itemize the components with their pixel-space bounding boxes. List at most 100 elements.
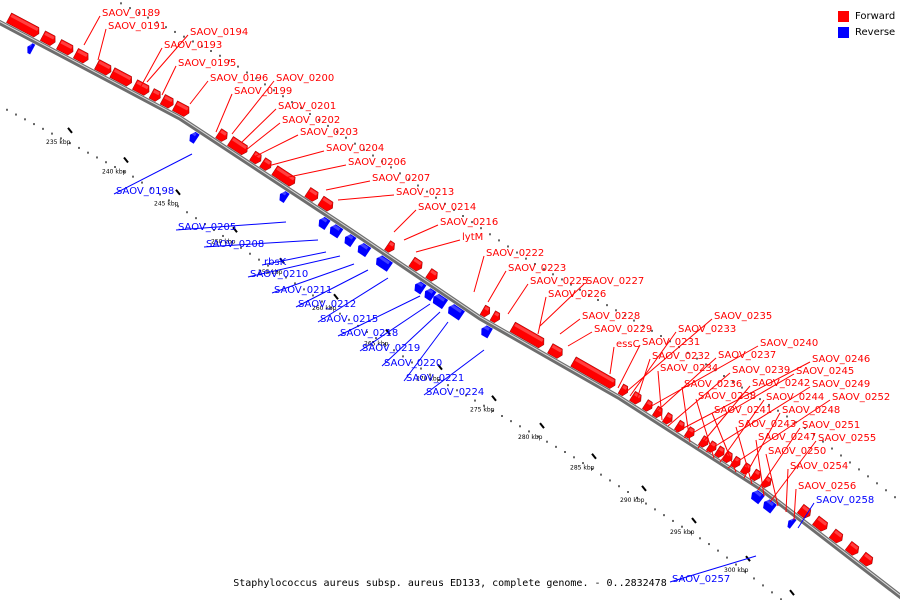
forward-gene-label[interactable]: SAOV_0228: [582, 311, 640, 322]
forward-gene-box[interactable]: [259, 157, 273, 173]
forward-gene-label[interactable]: SAOV_0206: [348, 157, 406, 168]
forward-gene-label[interactable]: SAOV_0231: [642, 337, 700, 348]
forward-gene-box[interactable]: [148, 88, 163, 102]
forward-gene-label[interactable]: SAOV_0249: [812, 379, 870, 390]
forward-gene-label[interactable]: SAOV_0199: [234, 86, 292, 97]
reverse-gene-box[interactable]: [25, 42, 36, 55]
forward-gene-label[interactable]: lytM: [462, 232, 483, 243]
reverse-gene-box[interactable]: [327, 223, 344, 239]
forward-gene-label[interactable]: SAOV_0191: [108, 21, 166, 32]
reverse-gene-box[interactable]: [761, 498, 777, 514]
forward-gene-label[interactable]: SAOV_0254: [790, 461, 848, 472]
forward-gene-label[interactable]: SAOV_0216: [440, 217, 498, 228]
forward-gene-box[interactable]: [749, 468, 763, 483]
forward-gene-label[interactable]: SAOV_0213: [396, 187, 454, 198]
reverse-gene-box[interactable]: [446, 302, 465, 321]
reverse-gene-box[interactable]: [422, 287, 437, 302]
forward-gene-label[interactable]: SAOV_0200: [276, 73, 334, 84]
reverse-gene-label[interactable]: SAOV_0211: [274, 285, 332, 296]
forward-gene-box[interactable]: [408, 256, 425, 273]
forward-gene-label[interactable]: SAOV_0237: [718, 350, 776, 361]
reverse-gene-label[interactable]: SAOV_0219: [362, 343, 420, 354]
forward-gene-box[interactable]: [425, 268, 440, 283]
reverse-gene-label[interactable]: SAOV_0221: [406, 373, 464, 384]
forward-gene-label[interactable]: essC: [616, 339, 640, 350]
forward-gene-label[interactable]: SAOV_0202: [282, 115, 340, 126]
reverse-gene-box[interactable]: [342, 232, 357, 248]
reverse-gene-label[interactable]: SAOV_0210: [250, 269, 308, 280]
forward-gene-box[interactable]: [304, 187, 321, 203]
reverse-gene-box[interactable]: [412, 280, 427, 295]
forward-gene-label[interactable]: SAOV_0240: [760, 338, 818, 349]
reverse-gene-label[interactable]: SAOV_0205: [178, 222, 236, 233]
forward-gene-label[interactable]: SAOV_0222: [486, 248, 544, 259]
forward-gene-label[interactable]: SAOV_0196: [210, 73, 268, 84]
forward-gene-label[interactable]: SAOV_0242: [752, 378, 810, 389]
forward-gene-box[interactable]: [661, 412, 675, 426]
reverse-gene-box[interactable]: [355, 241, 372, 258]
forward-gene-label[interactable]: SAOV_0193: [164, 40, 222, 51]
reverse-gene-box[interactable]: [187, 130, 200, 144]
forward-gene-label[interactable]: SAOV_0252: [832, 392, 890, 403]
forward-gene-label[interactable]: SAOV_0223: [508, 263, 566, 274]
reverse-gene-box[interactable]: [749, 488, 765, 505]
forward-gene-box[interactable]: [159, 94, 176, 109]
forward-gene-box[interactable]: [489, 310, 502, 325]
reverse-gene-box[interactable]: [316, 215, 331, 230]
forward-gene-label[interactable]: SAOV_0194: [190, 27, 248, 38]
forward-gene-box[interactable]: [317, 195, 336, 213]
forward-gene-label[interactable]: SAOV_0256: [798, 481, 856, 492]
forward-gene-label[interactable]: SAOV_0250: [768, 446, 826, 457]
forward-gene-label[interactable]: SAOV_0207: [372, 173, 430, 184]
forward-gene-box[interactable]: [94, 59, 113, 77]
reverse-gene-box[interactable]: [277, 189, 290, 204]
forward-gene-label[interactable]: SAOV_0255: [818, 433, 876, 444]
reverse-gene-box[interactable]: [785, 516, 797, 529]
forward-gene-label[interactable]: SAOV_0247: [758, 432, 816, 443]
forward-gene-label[interactable]: SAOV_0233: [678, 324, 736, 335]
forward-gene-box[interactable]: [215, 128, 229, 144]
reverse-gene-label[interactable]: SAOV_0224: [426, 387, 484, 398]
forward-gene-box[interactable]: [384, 240, 397, 255]
reverse-gene-label[interactable]: SAOV_0208: [206, 239, 264, 250]
forward-gene-label[interactable]: SAOV_0235: [714, 311, 772, 322]
forward-gene-label[interactable]: SAOV_0226: [548, 289, 606, 300]
forward-gene-label[interactable]: SAOV_0241: [714, 405, 772, 416]
forward-gene-box[interactable]: [617, 383, 630, 398]
forward-gene-label[interactable]: SAOV_0195: [178, 58, 236, 69]
reverse-gene-box[interactable]: [430, 292, 449, 310]
forward-gene-label[interactable]: SAOV_0204: [326, 143, 384, 154]
reverse-gene-label[interactable]: SAOV_0258: [816, 495, 874, 506]
forward-gene-label[interactable]: SAOV_0239: [732, 365, 790, 376]
forward-gene-label[interactable]: SAOV_0244: [766, 392, 824, 403]
reverse-gene-label[interactable]: rbsK: [264, 257, 287, 268]
reverse-gene-label[interactable]: SAOV_0218: [340, 328, 398, 339]
forward-gene-box[interactable]: [227, 136, 250, 156]
forward-gene-box[interactable]: [570, 356, 618, 390]
forward-gene-box[interactable]: [858, 551, 875, 568]
reverse-gene-label[interactable]: SAOV_0215: [320, 314, 378, 325]
forward-gene-label[interactable]: SAOV_0203: [300, 127, 358, 138]
forward-gene-box[interactable]: [479, 304, 492, 319]
forward-gene-label[interactable]: SAOV_0248: [782, 405, 840, 416]
forward-gene-label[interactable]: SAOV_0189: [102, 8, 160, 19]
forward-gene-label[interactable]: SAOV_0238: [698, 391, 756, 402]
forward-gene-box[interactable]: [6, 12, 41, 39]
forward-gene-box[interactable]: [713, 445, 727, 460]
forward-gene-label[interactable]: SAOV_0245: [796, 366, 854, 377]
forward-gene-box[interactable]: [109, 67, 135, 88]
forward-gene-label[interactable]: SAOV_0227: [586, 276, 644, 287]
forward-gene-label[interactable]: SAOV_0232: [652, 351, 710, 362]
forward-gene-box[interactable]: [72, 48, 91, 64]
forward-gene-label[interactable]: SAOV_0201: [278, 101, 336, 112]
forward-gene-label[interactable]: SAOV_0234: [660, 363, 718, 374]
forward-gene-box[interactable]: [172, 100, 191, 118]
forward-gene-label[interactable]: SAOV_0251: [802, 420, 860, 431]
forward-gene-box[interactable]: [705, 440, 719, 455]
reverse-gene-label[interactable]: SAOV_0220: [384, 358, 442, 369]
forward-gene-box[interactable]: [547, 343, 565, 360]
reverse-gene-label[interactable]: SAOV_0212: [298, 299, 356, 310]
forward-gene-label[interactable]: SAOV_0246: [812, 354, 870, 365]
reverse-gene-label[interactable]: SAOV_0198: [116, 186, 174, 197]
forward-gene-box[interactable]: [56, 39, 75, 56]
